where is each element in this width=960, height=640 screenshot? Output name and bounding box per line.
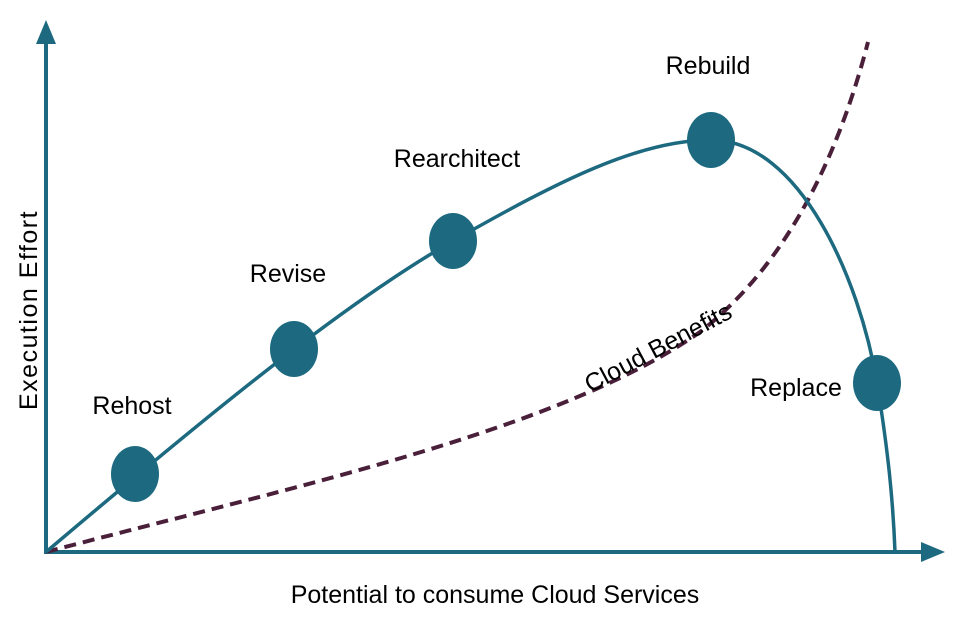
y-axis-label: Execution Effort	[15, 210, 43, 410]
stage-label-replace: Replace	[750, 374, 842, 402]
cloud-benefits-curve	[45, 41, 870, 554]
x-axis-label: Potential to consume Cloud Services	[291, 581, 700, 609]
stage-label-rearchitect: Rearchitect	[394, 145, 520, 173]
stage-marker-rehost	[111, 446, 159, 502]
stage-marker-rebuild	[687, 112, 735, 168]
stage-label-rebuild: Rebuild	[666, 52, 751, 80]
execution-effort-curve	[44, 138, 897, 554]
stage-label-revise: Revise	[250, 260, 326, 288]
stage-marker-rearchitect	[429, 213, 477, 269]
stage-marker-revise	[270, 321, 318, 377]
stage-marker-replace	[853, 355, 901, 411]
stage-label-rehost: Rehost	[92, 392, 171, 420]
x-axis-arrow	[921, 542, 945, 562]
y-axis-arrow	[36, 20, 56, 44]
cloud-benefits-label: Cloud Benefits	[580, 297, 737, 398]
